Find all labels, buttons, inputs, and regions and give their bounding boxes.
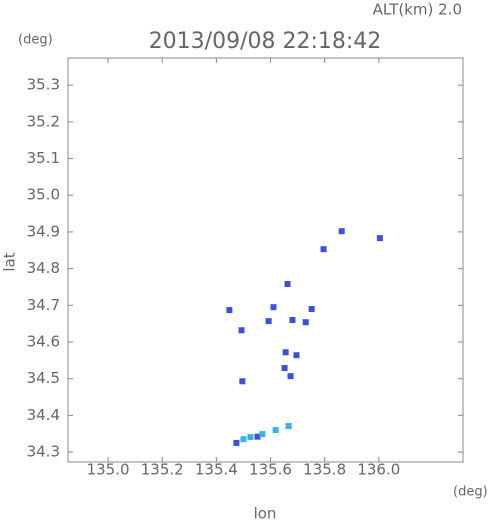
y-tick-label: 34.6 <box>27 333 60 351</box>
y-tick-label: 35.1 <box>27 149 60 167</box>
y-tick-label: 34.3 <box>27 443 60 461</box>
x-axis-label: lon <box>254 505 277 522</box>
echo <box>320 246 327 253</box>
echo <box>240 436 247 443</box>
echo <box>270 304 277 311</box>
x-unit: (deg) <box>453 485 488 500</box>
echo <box>284 281 291 288</box>
echo <box>293 352 300 359</box>
y-unit: (deg) <box>18 33 53 48</box>
y-tick-label: 34.5 <box>27 369 60 387</box>
echo <box>338 228 345 235</box>
x-tick-label: 135.2 <box>141 461 184 479</box>
echo <box>308 305 315 312</box>
echo <box>265 318 272 325</box>
x-tick-label: 135.4 <box>195 461 238 479</box>
y-tick-label: 35.3 <box>27 76 60 94</box>
y-tick-label: 34.7 <box>27 296 60 314</box>
y-tick-label: 35.0 <box>27 186 60 204</box>
echo <box>238 327 245 334</box>
echo <box>239 378 246 385</box>
y-axis-label: lat <box>1 252 19 271</box>
echo <box>226 307 233 314</box>
x-tick-label: 135.0 <box>87 461 130 479</box>
echo <box>254 433 261 440</box>
echo <box>233 439 240 446</box>
y-tick-label: 34.4 <box>27 406 60 424</box>
echo <box>302 319 309 326</box>
echo <box>247 434 254 441</box>
y-tick-label: 34.8 <box>27 259 60 277</box>
y-tick-label: 34.9 <box>27 222 60 240</box>
x-tick-label: 135.8 <box>303 461 346 479</box>
chart-title: 2013/09/08 22:18:42 <box>149 29 382 54</box>
x-tick-label: 136.0 <box>357 461 400 479</box>
echo <box>285 423 292 430</box>
altitude: ALT(km) 2.0 <box>373 1 462 19</box>
echo <box>272 427 279 434</box>
plot-frame <box>67 57 464 463</box>
echo <box>259 431 266 438</box>
echo <box>282 349 289 356</box>
echo <box>289 316 296 323</box>
echo <box>281 365 288 372</box>
echo <box>287 373 294 380</box>
y-tick-label: 35.2 <box>27 112 60 130</box>
echo <box>376 235 383 242</box>
x-tick-label: 135.6 <box>249 461 292 479</box>
